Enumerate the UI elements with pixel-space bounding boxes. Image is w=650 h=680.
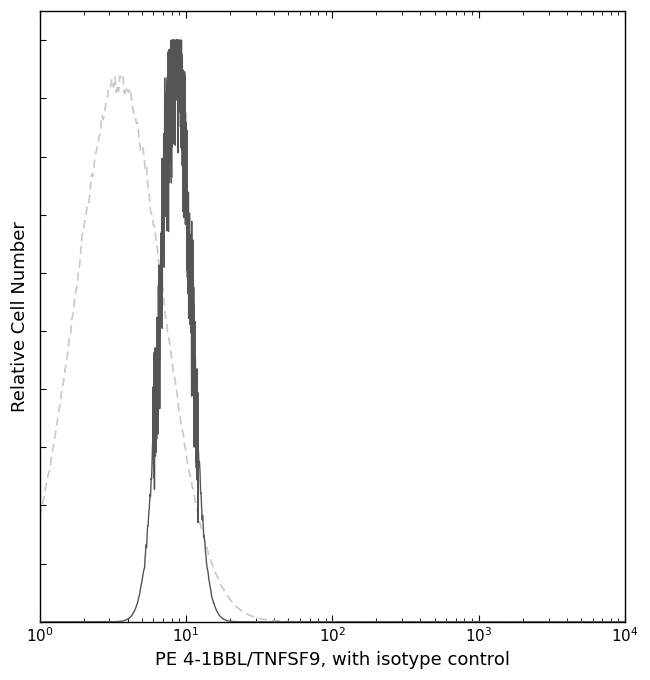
X-axis label: PE 4-1BBL/TNFSF9, with isotype control: PE 4-1BBL/TNFSF9, with isotype control: [155, 651, 510, 669]
Y-axis label: Relative Cell Number: Relative Cell Number: [11, 221, 29, 412]
